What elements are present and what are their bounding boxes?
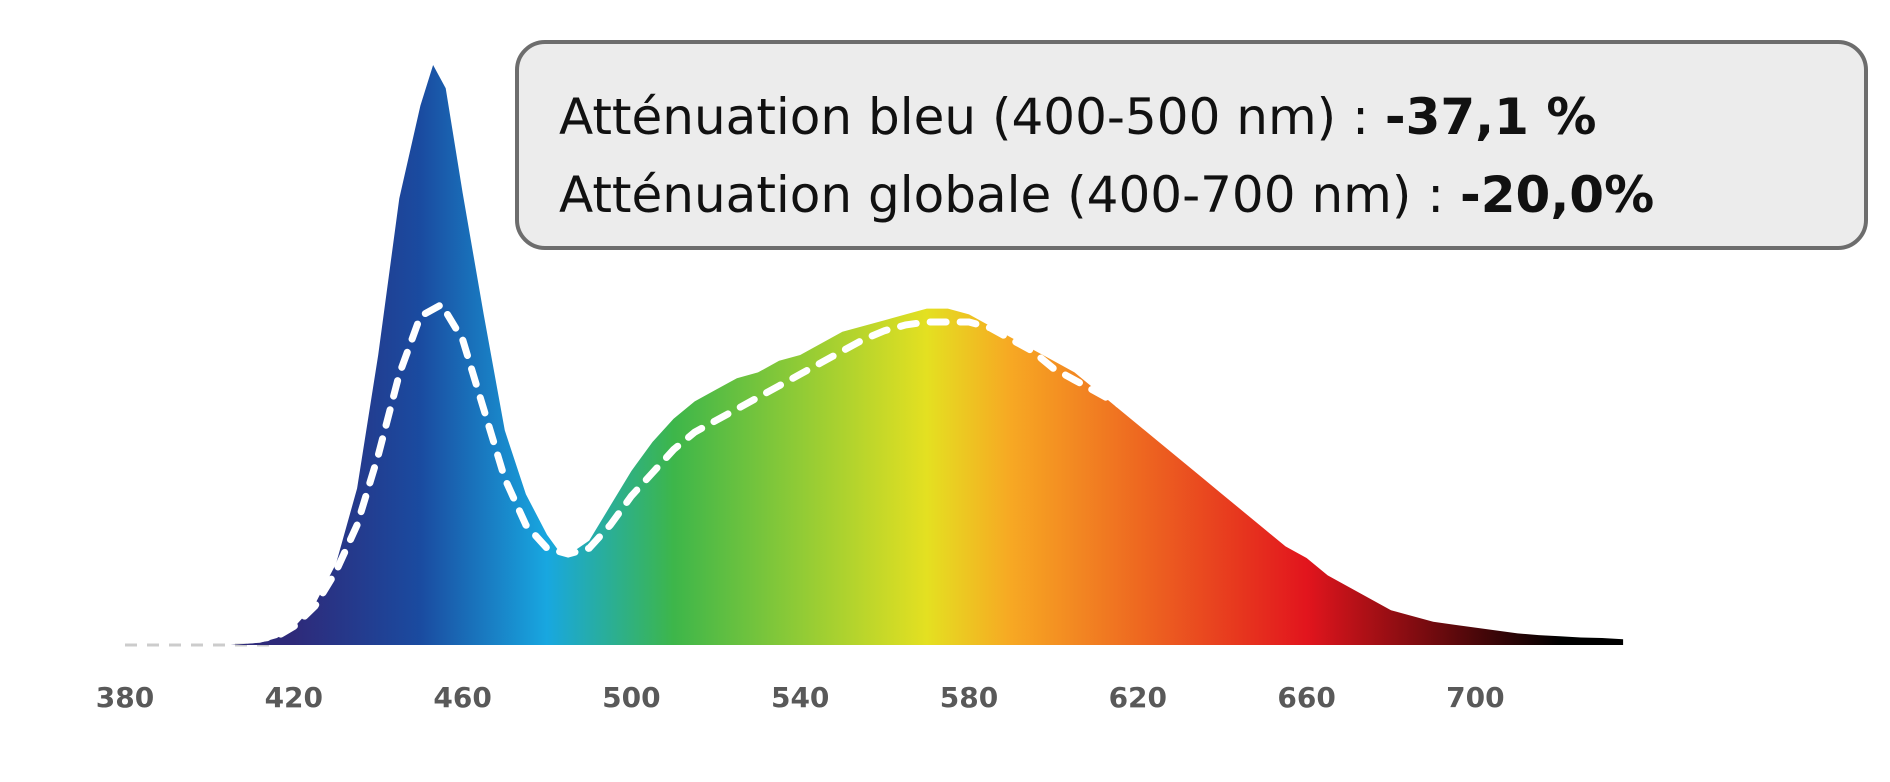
x-tick-label: 540 <box>771 681 829 714</box>
x-tick-label: 660 <box>1277 681 1335 714</box>
legend-line-blue: Atténuation bleu (400-500 nm) : -37,1 % <box>559 78 1864 156</box>
legend-label-blue: Atténuation bleu (400-500 nm) : <box>559 88 1385 146</box>
attenuation-legend: Atténuation bleu (400-500 nm) : -37,1 % … <box>515 40 1868 250</box>
x-tick-label: 460 <box>433 681 491 714</box>
legend-value-global: -20,0% <box>1459 166 1655 224</box>
x-tick-label: 620 <box>1109 681 1167 714</box>
filtered-dashed-line <box>248 299 1627 644</box>
legend-label-global: Atténuation globale (400-700 nm) : <box>559 166 1460 224</box>
x-tick-label: 500 <box>602 681 660 714</box>
x-tick-label: 420 <box>265 681 323 714</box>
spectrum-area <box>125 65 1624 645</box>
legend-line-global: Atténuation globale (400-700 nm) : -20,0… <box>559 156 1864 234</box>
legend-value-blue: -37,1 % <box>1384 88 1597 146</box>
x-tick-label: 380 <box>96 681 154 714</box>
x-tick-label: 700 <box>1446 681 1504 714</box>
x-tick-label: 580 <box>940 681 998 714</box>
